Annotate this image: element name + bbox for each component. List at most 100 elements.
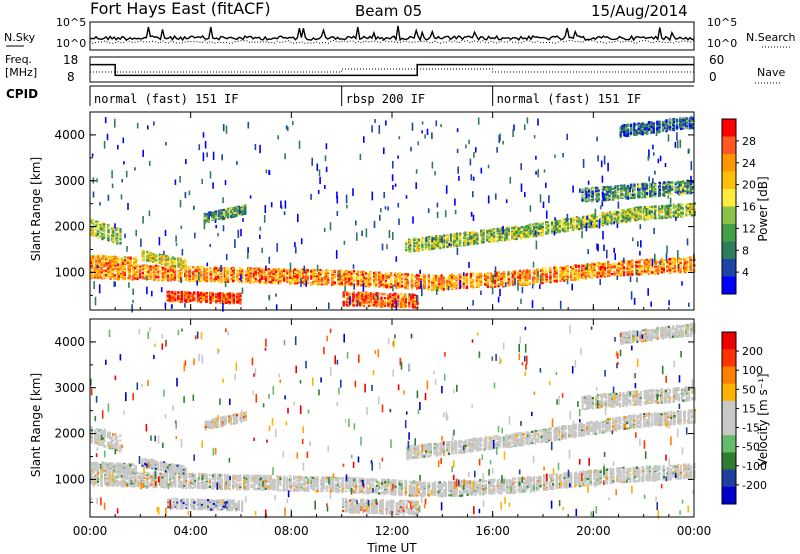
heat-cell: [382, 279, 384, 281]
heat-cell: [380, 278, 382, 280]
heat-cell: [399, 286, 401, 288]
heat-cell: [546, 276, 548, 278]
heat-cell: [686, 264, 688, 266]
heat-cell: [644, 270, 646, 272]
heat-cell: [559, 273, 561, 275]
heat-cell: [628, 273, 630, 275]
heat-cell: [451, 276, 453, 278]
heat-cell: [142, 265, 144, 267]
heat-cell: [546, 280, 548, 282]
heat-cell: [556, 272, 558, 274]
heat-cell: [273, 270, 275, 272]
heat-cell: [592, 271, 594, 273]
heat-cell: [165, 257, 167, 259]
heat-cell: [639, 268, 641, 270]
heat-cell: [294, 268, 296, 270]
heat-cell: [604, 274, 606, 276]
nsky-right-tick-top: 10^5: [707, 16, 737, 29]
heat-cell: [314, 277, 316, 279]
heat-cell: [112, 231, 114, 233]
heat-cell: [332, 271, 334, 273]
heat-cell: [116, 242, 118, 244]
heat-cell: [365, 273, 367, 275]
heat-cell: [112, 257, 114, 259]
heat-cell: [399, 277, 401, 279]
heat-cell: [269, 273, 271, 275]
heat-cell: [466, 278, 468, 280]
heat-cell: [407, 284, 409, 286]
heat-cell: [119, 235, 121, 237]
heat-cell: [255, 278, 257, 280]
heat-cell: [189, 280, 191, 282]
heat-cell: [142, 272, 144, 274]
heat-cell: [109, 262, 111, 264]
heat-cell: [281, 279, 283, 281]
heat-cell: [680, 258, 682, 260]
heat-cell: [526, 275, 528, 277]
heat-cell: [608, 267, 610, 269]
heat-cell: [639, 260, 641, 262]
heat-cell: [128, 264, 130, 266]
heat-cell: [529, 275, 531, 277]
heat-cell: [255, 271, 257, 273]
heat-cell: [203, 273, 205, 275]
heat-cell: [593, 266, 595, 268]
heat-cell: [438, 285, 440, 287]
heat-cell: [428, 288, 430, 290]
heat-cell: [91, 275, 93, 277]
heat-cell: [487, 272, 489, 274]
heat-cell: [112, 277, 114, 279]
heat-cell: [607, 261, 609, 263]
heat-cell: [604, 263, 606, 265]
cpid-segment-label: normal (fast) 151 IF: [94, 92, 239, 106]
heat-cell: [375, 281, 377, 283]
heat-cell: [116, 233, 118, 235]
heat-cell: [549, 276, 551, 278]
heat-cell: [143, 257, 145, 259]
heat-cell: [215, 278, 217, 280]
heat-cell: [644, 262, 646, 264]
heat-cell: [466, 280, 468, 282]
heat-cell: [428, 278, 430, 280]
heat-cell: [663, 263, 665, 265]
heat-cell: [112, 271, 114, 273]
heat-cell: [438, 288, 440, 290]
nsky-label: N.Sky: [4, 31, 36, 44]
beam-title: Beam 05: [355, 2, 422, 20]
heat-cell: [225, 272, 227, 274]
heat-cell: [133, 264, 135, 266]
heat-cell: [375, 272, 377, 274]
heat-cell: [92, 230, 94, 232]
heat-cell: [435, 279, 437, 281]
heat-cell: [600, 266, 602, 268]
heat-cell: [593, 263, 595, 265]
heat-cell: [332, 274, 334, 276]
heat-cell: [157, 269, 159, 271]
heat-cell: [451, 274, 453, 276]
nsky-trace: [90, 26, 694, 44]
heat-cell: [108, 229, 110, 231]
heat-cell: [369, 278, 371, 280]
heat-cell: [97, 277, 99, 279]
heat-cell: [627, 268, 629, 270]
heat-cell: [327, 269, 329, 271]
heat-cell: [296, 282, 298, 284]
heat-cell: [97, 222, 99, 224]
heat-cell: [117, 256, 119, 258]
heat-cell: [117, 264, 119, 266]
heat-cell: [105, 272, 107, 274]
heat-cell: [167, 261, 169, 263]
heat-cell: [171, 270, 173, 272]
heat-cell: [661, 261, 663, 263]
heat-cell: [380, 281, 382, 283]
heat-cell: [95, 260, 97, 262]
heat-cell: [195, 267, 197, 269]
heat-cell: [399, 273, 401, 275]
heat-cell: [162, 267, 164, 269]
heat-cell: [446, 278, 448, 280]
heat-cell: [182, 266, 184, 268]
heat-cell: [592, 265, 594, 267]
heat-cell: [192, 280, 194, 282]
heat-cell: [130, 258, 132, 260]
